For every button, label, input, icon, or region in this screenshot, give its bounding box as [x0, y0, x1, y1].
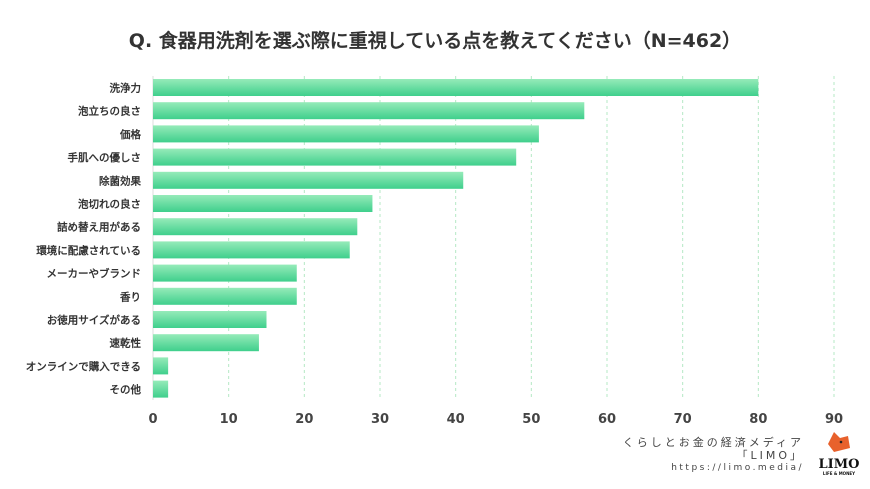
x-tick-label: 20	[295, 412, 313, 427]
category-label: 手肌への優しさ	[68, 151, 142, 164]
chart-title: Q. 食器用洗剤を選ぶ際に重視している点を教えてください（N=462）	[128, 30, 742, 52]
category-label: 香り	[119, 290, 141, 303]
category-label: 泡切れの良さ	[78, 198, 141, 211]
bar	[153, 334, 259, 352]
x-tick-label: 10	[220, 412, 238, 427]
logo-word: LIMO	[818, 457, 860, 472]
category-label: 泡立ちの良さ	[78, 105, 141, 118]
bar	[153, 125, 539, 143]
bar	[153, 241, 350, 259]
category-label: 速乾性	[110, 337, 142, 350]
category-label: その他	[110, 383, 142, 396]
credit: くらしとお金の経済メディア 「LIMO」 https://limo.media/	[623, 436, 804, 475]
bar	[153, 357, 169, 375]
category-label: 除菌効果	[99, 174, 141, 187]
bar	[153, 311, 267, 328]
category-label: オンラインで購入できる	[26, 360, 141, 373]
credit-tagline: くらしとお金の経済メディア	[622, 436, 804, 449]
category-label: 価格	[119, 128, 141, 141]
x-tick-label: 90	[825, 412, 843, 427]
x-tick-label: 70	[674, 412, 692, 427]
bar	[153, 380, 169, 398]
category-label: 洗浄力	[110, 82, 142, 95]
bar	[153, 287, 297, 305]
bar	[153, 264, 297, 282]
limo-logo: LIMO LIFE & MONEY	[818, 430, 860, 476]
bar	[153, 171, 464, 189]
x-tick-label: 50	[522, 412, 540, 427]
logo-sub: LIFE & MONEY	[822, 471, 856, 476]
category-label: 詰め替え用がある	[57, 221, 141, 234]
bar	[153, 79, 759, 96]
x-tick-label: 80	[749, 412, 767, 427]
x-tick-label: 40	[447, 412, 465, 427]
bar	[153, 218, 358, 236]
fox-icon	[828, 432, 850, 452]
category-label: メーカーやブランド	[47, 267, 142, 280]
x-tick-label: 0	[148, 412, 157, 427]
category-label: 環境に配慮されている	[36, 244, 141, 257]
x-tick-label: 60	[598, 412, 616, 427]
credit-brand: 「LIMO」	[736, 449, 804, 462]
bar	[153, 195, 373, 212]
credit-url: https://limo.media/	[671, 463, 804, 473]
x-tick-label: 30	[371, 412, 389, 427]
category-label: お徳用サイズがある	[47, 314, 141, 327]
bar	[153, 102, 585, 120]
bar	[153, 148, 517, 166]
